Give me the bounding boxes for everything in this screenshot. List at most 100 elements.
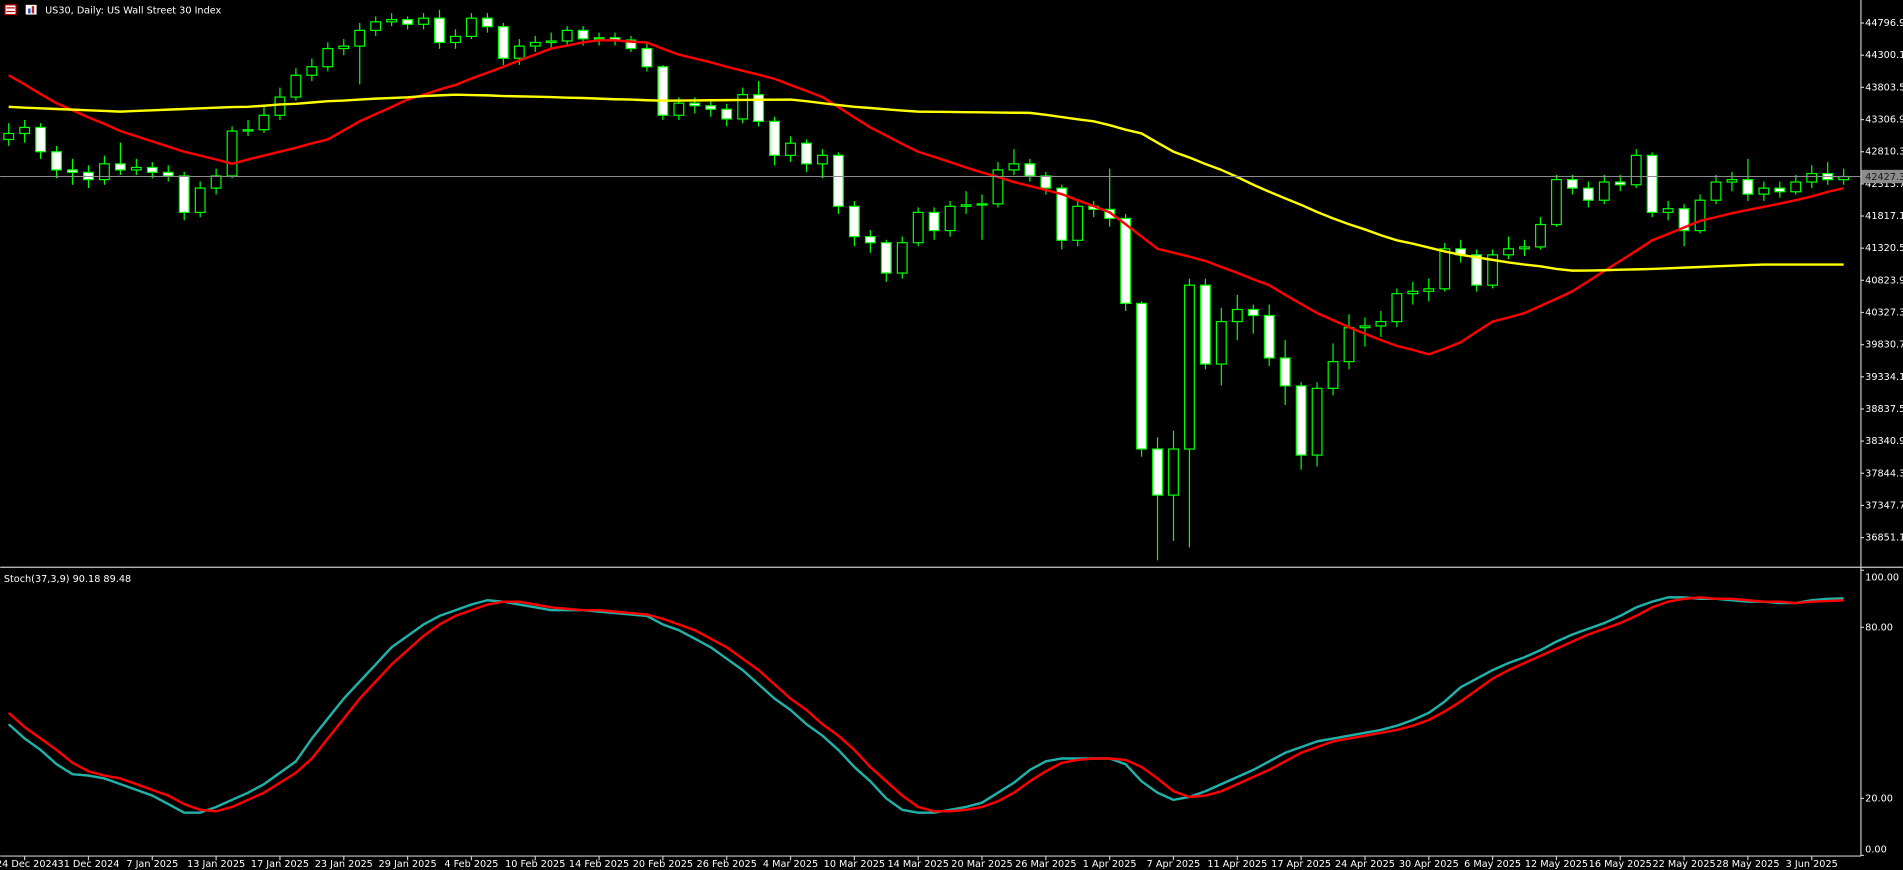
candle-body bbox=[481, 17, 493, 28]
y-tick-label: 42313.7 bbox=[1865, 179, 1903, 190]
x-tick-label: 14 Feb 2025 bbox=[569, 859, 629, 870]
x-tick-label: 6 May 2025 bbox=[1464, 859, 1521, 870]
candle-body bbox=[51, 151, 63, 171]
chart-title: US30, Daily: US Wall Street 30 Index bbox=[45, 5, 221, 16]
candle-body bbox=[625, 39, 637, 50]
series-line bbox=[7, 596, 1844, 814]
candle-body bbox=[1646, 154, 1658, 214]
candle-body bbox=[864, 236, 876, 244]
candle-body bbox=[1375, 320, 1387, 327]
candle-body bbox=[992, 169, 1004, 205]
candle-body bbox=[274, 96, 286, 116]
candle-body bbox=[769, 120, 781, 156]
candle-body bbox=[1806, 172, 1818, 183]
x-tick-label: 22 May 2025 bbox=[1652, 859, 1715, 870]
candle-body bbox=[1614, 181, 1626, 186]
candle-body bbox=[1279, 357, 1291, 387]
y-tick-label: 36851.1 bbox=[1865, 533, 1903, 544]
candle-body bbox=[1295, 385, 1307, 456]
y-tick-label: 37347.7 bbox=[1865, 500, 1903, 511]
x-tick-label: 26 Feb 2025 bbox=[697, 859, 757, 870]
chart-icon bbox=[25, 4, 37, 15]
candle-body bbox=[402, 19, 414, 25]
y-tick-label: 44796.9 bbox=[1865, 18, 1903, 29]
candle-body bbox=[1439, 248, 1451, 290]
candle-body bbox=[1215, 320, 1227, 365]
x-tick-label: 30 Apr 2025 bbox=[1399, 859, 1459, 870]
x-tick-label: 4 Mar 2025 bbox=[763, 859, 818, 870]
candle-body bbox=[1423, 288, 1435, 292]
candle-body bbox=[912, 211, 924, 244]
candle-body bbox=[513, 45, 525, 59]
candle-body bbox=[1566, 179, 1578, 189]
candle-body bbox=[1183, 284, 1195, 450]
candle-body bbox=[816, 154, 828, 165]
candle-body bbox=[673, 102, 685, 116]
candle-body bbox=[1263, 314, 1275, 359]
candle-body bbox=[178, 175, 190, 214]
candle-body bbox=[896, 242, 908, 274]
chart-icon-bar bbox=[28, 8, 31, 14]
candle-body bbox=[1136, 302, 1148, 450]
y-tick-label: 37844.3 bbox=[1865, 468, 1903, 479]
symbol-icon bbox=[4, 4, 17, 16]
candle-body bbox=[529, 41, 541, 47]
candle-body bbox=[880, 242, 892, 274]
y-tick-label: 38837.5 bbox=[1865, 404, 1903, 415]
candle-body bbox=[1311, 387, 1323, 456]
candle-body bbox=[242, 129, 254, 132]
y-tick-label: 42810.3 bbox=[1865, 147, 1903, 158]
candle-body bbox=[1535, 223, 1546, 248]
y-tick-label: 43803.5 bbox=[1865, 82, 1903, 93]
current-price-box bbox=[1861, 169, 1903, 184]
x-tick-label: 24 Apr 2025 bbox=[1335, 859, 1395, 870]
candle-body bbox=[561, 29, 573, 42]
candle-body bbox=[1008, 163, 1020, 171]
candle-body bbox=[1072, 205, 1084, 241]
x-tick-label: 16 May 2025 bbox=[1589, 859, 1652, 870]
x-tick-label: 12 May 2025 bbox=[1525, 859, 1588, 870]
candle-body bbox=[1519, 246, 1530, 250]
candle-body bbox=[1550, 179, 1562, 226]
candle-body bbox=[1582, 187, 1594, 201]
x-tick-label: 28 May 2025 bbox=[1716, 859, 1779, 870]
candle-body bbox=[19, 126, 31, 135]
y-tick-label: 41320.5 bbox=[1865, 243, 1903, 254]
y-tick-label: 44300.1 bbox=[1865, 50, 1903, 61]
candle-body bbox=[194, 187, 206, 214]
candle-body bbox=[1231, 308, 1243, 323]
candle-body bbox=[1487, 254, 1499, 286]
label-layer: US30, Daily: US Wall Street 30 Index Sto… bbox=[0, 4, 1903, 870]
x-tick-label: 7 Jan 2025 bbox=[126, 859, 178, 870]
candle-body bbox=[67, 169, 78, 173]
candle-body bbox=[1630, 154, 1642, 186]
candle-body bbox=[545, 40, 557, 44]
candle-body bbox=[258, 114, 270, 131]
candle-body bbox=[976, 203, 988, 206]
candle-body bbox=[1838, 175, 1850, 181]
candle-body bbox=[753, 94, 765, 122]
candle-body bbox=[146, 166, 158, 173]
candle-body bbox=[960, 204, 972, 207]
candle-body bbox=[1742, 179, 1754, 195]
x-tick-label: 10 Mar 2025 bbox=[824, 859, 885, 870]
candle-body bbox=[98, 163, 110, 181]
candle-body bbox=[450, 35, 461, 44]
candle-body bbox=[1056, 187, 1068, 241]
candle-body bbox=[354, 29, 366, 47]
candle-body bbox=[1503, 248, 1515, 256]
candle-body bbox=[497, 26, 509, 59]
candle-body bbox=[1359, 325, 1371, 329]
x-tick-label: 26 Mar 2025 bbox=[1015, 859, 1076, 870]
y-tick-label: 39334.1 bbox=[1865, 372, 1903, 383]
y-tick-label: 20.00 bbox=[1865, 793, 1893, 804]
series-line bbox=[8, 39, 1844, 356]
candle-body bbox=[689, 102, 701, 107]
candle-body bbox=[1471, 254, 1483, 286]
candle-body bbox=[1391, 293, 1403, 323]
y-tick-label: 38340.9 bbox=[1865, 436, 1903, 447]
candle-body bbox=[785, 142, 797, 156]
candle-body bbox=[737, 94, 749, 120]
